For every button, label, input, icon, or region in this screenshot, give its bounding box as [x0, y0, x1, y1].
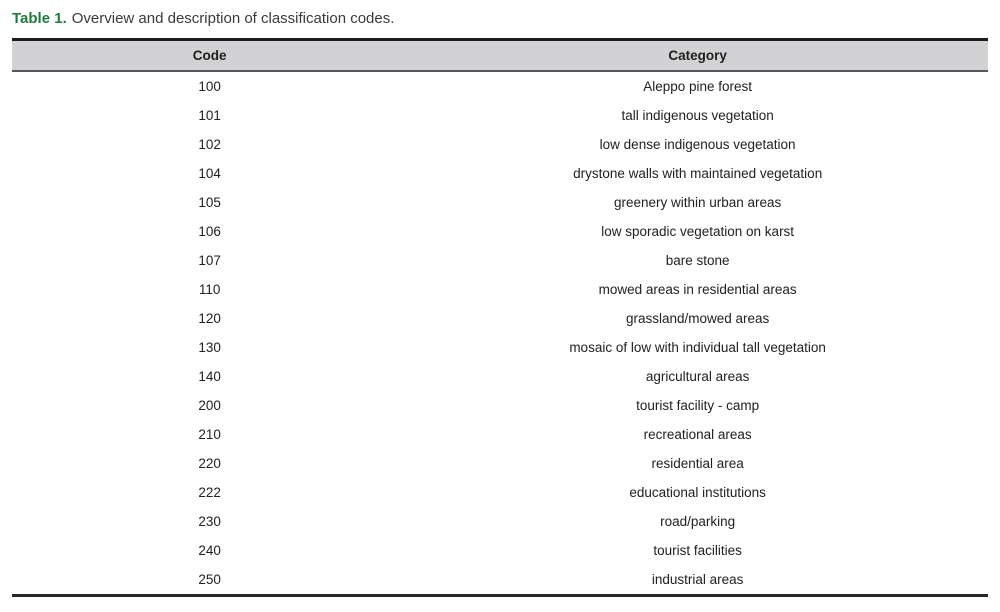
table-row: 102 low dense indigenous vegetation [12, 130, 988, 159]
code-cell: 220 [198, 456, 221, 471]
code-cell: 100 [198, 79, 221, 94]
category-cell: educational institutions [629, 485, 766, 500]
code-cell: 110 [198, 282, 221, 297]
page: Table 1. Overview and description of clas… [0, 8, 1000, 612]
table-row: 107 bare stone [12, 246, 988, 275]
code-cell: 240 [198, 543, 221, 558]
table-row: 222 educational institutions [12, 478, 988, 507]
header-row: Code Category [12, 39, 988, 72]
category-cell: tourist facilities [653, 543, 742, 558]
category-cell: low dense indigenous vegetation [599, 137, 796, 152]
code-cell: 130 [198, 340, 221, 355]
category-cell: industrial areas [651, 572, 744, 587]
table-row: 130 mosaic of low with individual tall v… [12, 333, 988, 362]
category-cell: greenery within urban areas [613, 195, 782, 210]
table-row: 220 residential area [12, 449, 988, 478]
header-cell-code: Code [12, 39, 408, 72]
code-cell: 104 [198, 166, 221, 181]
table-body: 100 Aleppo pine forest 101 tall indigeno… [12, 71, 988, 596]
table-row: 210 recreational areas [12, 420, 988, 449]
code-cell: 140 [198, 369, 221, 384]
category-cell: mowed areas in residential areas [598, 282, 797, 297]
code-cell: 101 [198, 108, 221, 123]
category-cell: residential area [651, 456, 744, 471]
table-row: 250 industrial areas [12, 565, 988, 596]
code-cell: 107 [198, 253, 221, 268]
category-cell: mosaic of low with individual tall veget… [569, 340, 826, 355]
category-cell: road/parking [660, 514, 736, 529]
code-cell: 105 [198, 195, 221, 210]
table-row: 230 road/parking [12, 507, 988, 536]
code-cell: 230 [198, 514, 221, 529]
code-cell: 210 [198, 427, 221, 442]
code-cell: 102 [198, 137, 221, 152]
code-cell: 106 [198, 224, 221, 239]
category-cell: grassland/mowed areas [625, 311, 770, 326]
code-cell: 222 [198, 485, 221, 500]
table-row: 110 mowed areas in residential areas [12, 275, 988, 304]
category-cell: agricultural areas [645, 369, 750, 384]
table-caption: Table 1. Overview and description of clas… [12, 8, 1000, 30]
table-row: 100 Aleppo pine forest [12, 71, 988, 101]
category-cell: low sporadic vegetation on karst [601, 224, 795, 239]
table-row: 106 low sporadic vegetation on karst [12, 217, 988, 246]
category-cell: Aleppo pine forest [643, 79, 753, 94]
table-caption-text: Overview and description of classificati… [71, 10, 395, 27]
header-cell-category: Category [407, 39, 988, 72]
classification-codes-table: Code Category 100 Aleppo pine forest 101… [12, 38, 988, 597]
table-row: 200 tourist facility - camp [12, 391, 988, 420]
table-row: 105 greenery within urban areas [12, 188, 988, 217]
code-cell: 120 [198, 311, 221, 326]
code-cell: 200 [198, 398, 221, 413]
category-cell: bare stone [665, 253, 730, 268]
table-row: 140 agricultural areas [12, 362, 988, 391]
code-cell: 250 [198, 572, 221, 587]
table-row: 101 tall indigenous vegetation [12, 101, 988, 130]
table-row: 104 drystone walls with maintained veget… [12, 159, 988, 188]
category-cell: drystone walls with maintained vegetatio… [573, 166, 823, 181]
category-cell: tourist facility - camp [636, 398, 760, 413]
table-header: Code Category [12, 39, 988, 72]
table-caption-label: Table 1. [12, 10, 67, 27]
table-row: 120 grassland/mowed areas [12, 304, 988, 333]
category-cell: tall indigenous vegetation [621, 108, 774, 123]
table-row: 240 tourist facilities [12, 536, 988, 565]
category-cell: recreational areas [643, 427, 752, 442]
